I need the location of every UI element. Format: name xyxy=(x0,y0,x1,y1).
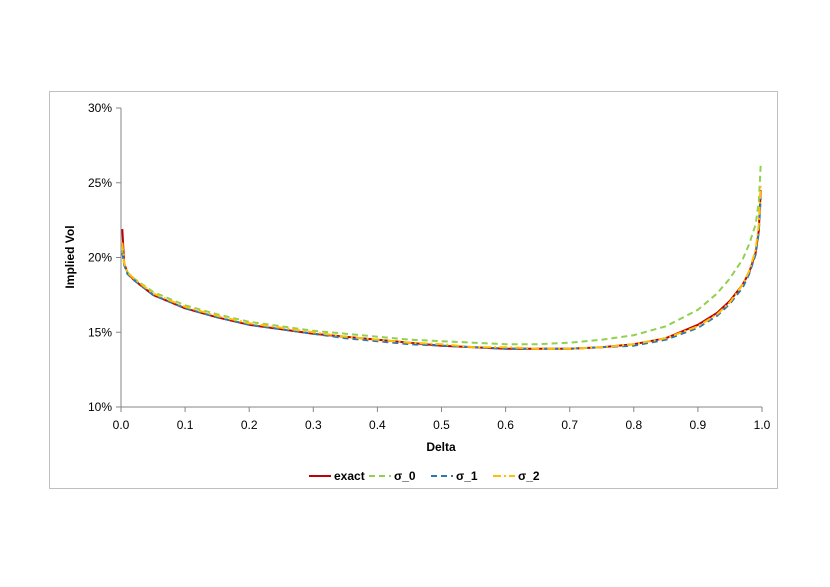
x-tick-label: 0.2 xyxy=(241,418,258,432)
x-tick-label: 0.7 xyxy=(561,418,578,432)
axes xyxy=(120,108,762,408)
legend-label-3: σ_2 xyxy=(518,469,540,483)
y-tick-label: 15% xyxy=(88,325,112,339)
x-tick-label: 0.4 xyxy=(369,418,386,432)
y-tick-label: 20% xyxy=(88,251,112,265)
x-tick-label: 0.3 xyxy=(305,418,322,432)
x-ticks: 0.0 0.1 0.2 0.3 0.4 0.5 0.6 0.7 0.8 0.9 1.0 xyxy=(113,407,771,432)
x-tick-label: 0.6 xyxy=(497,418,514,432)
series-group xyxy=(121,164,762,350)
x-tick-label: 1.0 xyxy=(754,418,771,432)
x-tick-label: 0.1 xyxy=(177,418,194,432)
series-line-1 xyxy=(121,164,762,346)
series-line-3 xyxy=(121,182,762,350)
x-tick-label: 0.5 xyxy=(433,418,450,432)
x-tick-label: 0.9 xyxy=(690,418,707,432)
y-tick-label: 25% xyxy=(88,176,112,190)
y-tick-label: 10% xyxy=(88,400,112,414)
legend-label-0: exact xyxy=(334,469,365,483)
x-tick-label: 0.0 xyxy=(113,418,130,432)
y-ticks: 10% 15% 20% 25% 30% xyxy=(88,101,121,414)
series-line-0 xyxy=(121,190,762,350)
legend: exact σ_0 σ_1 σ_2 xyxy=(309,469,540,483)
x-tick-label: 0.8 xyxy=(625,418,642,432)
legend-label-1: σ_0 xyxy=(394,469,416,483)
legend-label-2: σ_1 xyxy=(456,469,478,483)
y-tick-label: 30% xyxy=(88,101,112,115)
x-axis-title: Delta xyxy=(426,440,456,454)
y-axis-title: Implied Vol xyxy=(63,225,77,288)
chart-frame xyxy=(49,91,778,489)
